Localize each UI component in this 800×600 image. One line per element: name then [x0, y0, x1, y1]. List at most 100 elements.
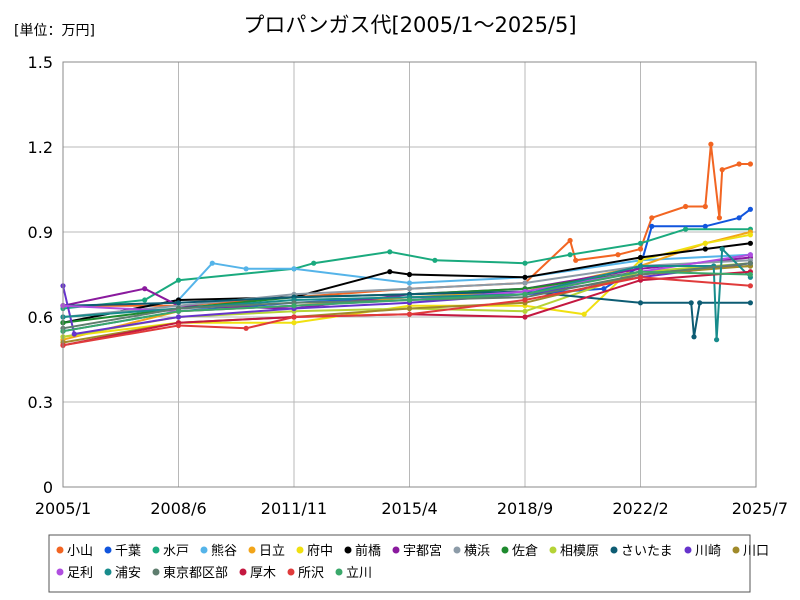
data-point: [142, 297, 148, 303]
legend-item: 佐倉: [501, 544, 538, 559]
series-line-0: [63, 143, 751, 307]
legend-item: 水戸: [152, 544, 189, 559]
legend-label: 相模原: [560, 544, 599, 559]
series-line-2: [62, 228, 751, 310]
data-point: [615, 252, 621, 258]
legend-box: [48, 534, 751, 593]
series-markers-18: [60, 274, 754, 348]
legend-item: 川崎: [684, 544, 721, 559]
data-point: [747, 260, 754, 266]
legend-marker: [248, 546, 256, 554]
x-tick-label: 2011/11: [261, 499, 327, 518]
legend-item: 相模原: [549, 544, 599, 559]
legend-item: 前橋: [344, 543, 381, 559]
data-point: [522, 260, 528, 266]
data-point: [637, 300, 644, 306]
legend-marker: [453, 546, 461, 554]
legend-item: 所沢: [287, 566, 324, 581]
data-point: [697, 300, 703, 306]
data-point: [291, 314, 297, 320]
legend-marker: [200, 546, 208, 554]
y-tick-label: 0: [43, 478, 53, 497]
data-point: [736, 215, 742, 221]
y-tick-label: 0.9: [28, 223, 53, 242]
unit-label: [単位：万円]: [14, 23, 95, 39]
data-point: [291, 303, 297, 309]
data-point: [747, 283, 754, 289]
data-point: [243, 325, 249, 331]
data-point: [714, 337, 720, 343]
y-tick-label: 1.2: [28, 138, 53, 157]
data-point: [637, 269, 644, 275]
legend-marker: [104, 546, 112, 554]
legend-marker: [549, 546, 557, 554]
legend-item: 宇都宮: [392, 543, 442, 559]
x-tick-label: 2022/2: [612, 499, 668, 518]
legend-label: 府中: [307, 544, 333, 559]
legend-item: 熊谷: [200, 543, 237, 559]
data-point: [522, 274, 528, 280]
data-point: [637, 240, 644, 246]
data-point: [522, 297, 528, 303]
legend-marker: [501, 546, 509, 554]
data-point: [522, 280, 528, 286]
legend-marker: [335, 568, 343, 576]
legend-item: 小山: [56, 544, 93, 559]
data-point: [142, 286, 148, 292]
data-point: [311, 260, 317, 266]
data-point: [406, 280, 413, 286]
data-point: [702, 203, 708, 210]
x-tick-label: 2008/6: [150, 499, 206, 518]
data-point: [637, 254, 644, 261]
x-tick-label: 2005/1: [35, 499, 91, 518]
data-point: [637, 246, 644, 252]
legend-item: 日立: [248, 544, 285, 559]
legend-label: 宇都宮: [403, 543, 442, 559]
legend-label: 東京都区部: [163, 565, 228, 581]
data-point: [581, 311, 587, 317]
legend-label: 足利: [67, 566, 93, 581]
legend-label: 川口: [743, 544, 769, 559]
data-point: [649, 223, 655, 229]
legend-label: 千葉: [115, 544, 141, 559]
legend-label: 日立: [259, 544, 285, 559]
legend-label: さいたま: [621, 544, 673, 559]
data-point: [175, 277, 182, 283]
series-layer: [60, 141, 754, 348]
data-point: [406, 305, 413, 312]
legend-item: 立川: [335, 566, 372, 581]
legend-item: 厚木: [239, 566, 276, 581]
x-tick-label: 2015/4: [381, 499, 437, 518]
data-point: [522, 308, 528, 314]
data-point: [716, 215, 723, 221]
legend-marker: [296, 546, 304, 554]
data-point: [747, 161, 754, 167]
data-point: [736, 161, 742, 167]
series-line-15: [62, 248, 752, 341]
legend-marker: [287, 568, 295, 576]
x-tick-label: 2018/9: [497, 499, 553, 518]
series-line-11: [62, 290, 751, 338]
data-point: [637, 274, 644, 280]
data-point: [719, 167, 725, 173]
series-line-18: [62, 276, 751, 347]
plot-frame: [62, 61, 757, 488]
legend-item: 府中: [296, 544, 333, 559]
legend-label: 小山: [67, 544, 93, 559]
data-point: [209, 260, 215, 266]
data-point: [567, 252, 573, 258]
legend-marker: [239, 568, 247, 576]
data-point: [406, 271, 413, 278]
data-point: [649, 215, 655, 221]
data-point: [387, 269, 393, 275]
y-axis-ticks: 0 0.3 0.6 0.9 1.2 1.5: [28, 53, 53, 497]
data-point: [601, 286, 607, 292]
data-point: [432, 257, 438, 263]
data-point: [637, 263, 644, 269]
legend-marker: [152, 568, 160, 576]
legend-label: 立川: [346, 566, 372, 581]
legend-label: 厚木: [250, 566, 276, 581]
x-tick-label: 2025/7: [732, 499, 788, 518]
